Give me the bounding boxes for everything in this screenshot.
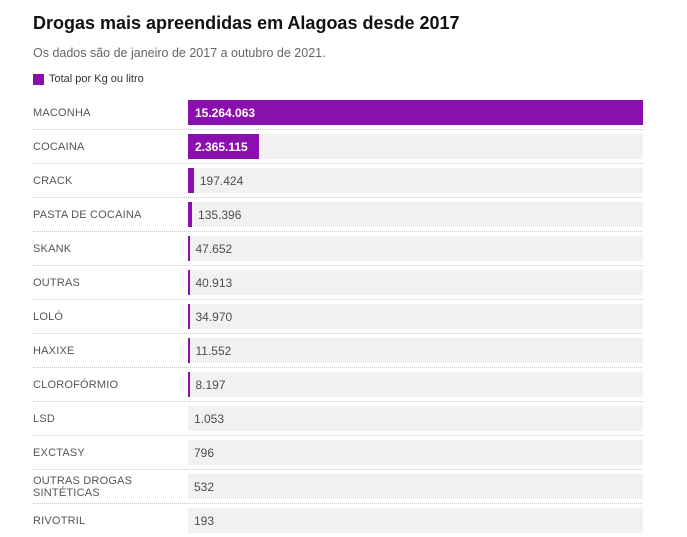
category-label: LOLÓ	[33, 310, 64, 323]
chart-row: HAXIXE 11.552	[33, 334, 643, 368]
value-label: 193	[194, 513, 215, 528]
bar-track: 40.913	[188, 270, 643, 295]
legend-swatch-icon	[33, 73, 44, 85]
legend: Total por Kg ou litro	[33, 73, 643, 85]
value-label: 8.197	[195, 377, 226, 392]
chart-row: LOLÓ 34.970	[33, 300, 643, 334]
bar-track: 2.365.115	[188, 134, 643, 159]
category-label: MACONHA	[33, 106, 91, 119]
value-label: 11.552	[195, 343, 232, 358]
chart-row: PASTA DE COCAINA 135.396	[33, 198, 643, 232]
bar-track: 197.424	[188, 168, 643, 193]
chart-title: Drogas mais apreendidas em Alagoas desde…	[33, 13, 460, 33]
category-label: OUTRAS DROGAS SINTÉTICAS	[33, 474, 133, 499]
category-label: RIVOTRIL	[33, 514, 86, 527]
chart-subtitle: Os dados são de janeiro de 2017 a outubr…	[33, 46, 326, 60]
category-label: COCAINA	[33, 140, 85, 153]
value-label: 15.264.063	[195, 105, 256, 120]
bar	[188, 202, 193, 227]
bar-track: 8.197	[188, 372, 643, 397]
value-label: 47.652	[195, 241, 233, 256]
bar-track: 135.396	[188, 202, 643, 227]
legend-label: Total por Kg ou litro	[49, 73, 144, 85]
chart-row: EXCTASY 796	[33, 436, 643, 470]
chart-row: MACONHA 15.264.063	[33, 96, 643, 130]
chart-row: LSD 1.053	[33, 402, 643, 436]
chart-row: SKANK 47.652	[33, 232, 643, 266]
bar-chart: Drogas mais apreendidas em Alagoas desde…	[0, 12, 687, 537]
value-label: 532	[194, 479, 215, 494]
category-label: PASTA DE COCAINA	[33, 208, 142, 221]
value-label: 135.396	[198, 207, 242, 222]
category-label: HAXIXE	[33, 344, 75, 357]
bar-track: 532	[188, 474, 643, 499]
category-label: CLOROFÓRMIO	[33, 378, 119, 391]
chart-row: OUTRAS 40.913	[33, 266, 643, 300]
bar	[188, 270, 190, 295]
category-label: LSD	[33, 412, 55, 425]
category-label: OUTRAS	[33, 276, 81, 289]
bar-track: 796	[188, 440, 643, 465]
value-label: 796	[194, 445, 215, 460]
chart-row: CLOROFÓRMIO 8.197	[33, 368, 643, 402]
bar	[188, 134, 259, 159]
bar-track: 1.053	[188, 406, 643, 431]
chart-row: OUTRAS DROGAS SINTÉTICAS 532	[33, 470, 643, 504]
bar-track: 47.652	[188, 236, 643, 261]
category-label: EXCTASY	[33, 446, 85, 459]
value-label: 2.365.115	[195, 139, 248, 154]
category-label: SKANK	[33, 242, 72, 255]
value-label: 197.424	[199, 173, 244, 188]
bar	[188, 100, 643, 125]
chart-row: COCAINA 2.365.115	[33, 130, 643, 164]
bar-track: 11.552	[188, 338, 643, 363]
bar	[188, 168, 194, 193]
bar-rows: MACONHA 15.264.063 COCAINA 2.365.115 CRACK 19…	[33, 96, 643, 537]
chart-row: CRACK 197.424	[33, 164, 643, 198]
value-label: 40.913	[195, 275, 233, 290]
category-label: CRACK	[33, 174, 73, 187]
bar	[188, 338, 190, 363]
bar-track: 193	[188, 508, 643, 533]
bar-track: 34.970	[188, 304, 643, 329]
bar	[188, 236, 190, 261]
value-label: 1.053	[194, 411, 225, 426]
bar-track: 15.264.063	[188, 100, 643, 125]
bar	[188, 304, 190, 329]
bar	[188, 372, 190, 397]
chart-row: RIVOTRIL 193	[33, 504, 643, 537]
value-label: 34.970	[195, 309, 233, 324]
